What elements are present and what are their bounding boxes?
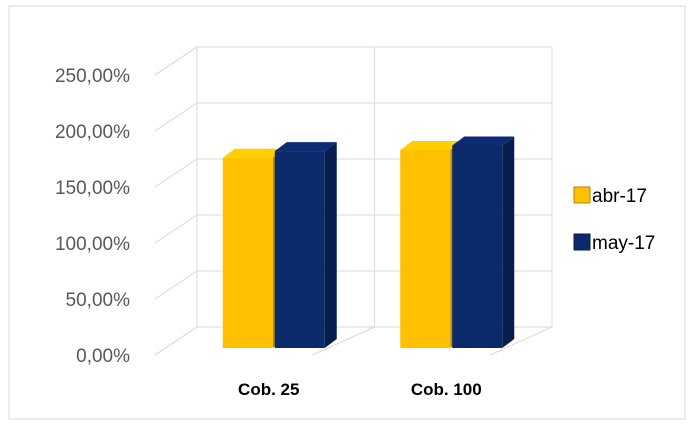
y-tick-label: 250,00% bbox=[55, 66, 130, 87]
x-tick-label: Cob. 25 bbox=[238, 380, 299, 399]
floor-divider bbox=[489, 326, 553, 356]
bar bbox=[400, 149, 451, 348]
legend-label: abr-17 bbox=[592, 186, 647, 207]
bar bbox=[274, 151, 325, 348]
gridline-side bbox=[154, 270, 198, 300]
bar-side bbox=[502, 136, 515, 348]
x-tick-label: Cob. 100 bbox=[411, 380, 482, 399]
y-axis-ticks: 0,00% 50,00% 100,00% 150,00% 200,00% 250,00% bbox=[55, 66, 130, 367]
bars bbox=[222, 136, 515, 348]
gridline-side bbox=[154, 326, 198, 356]
gridline-side bbox=[154, 46, 198, 76]
x-axis-labels: Cob. 25 Cob. 100 bbox=[238, 380, 482, 399]
floor-divider bbox=[312, 326, 375, 356]
y-tick-label: 200,00% bbox=[55, 122, 130, 143]
gridline-side bbox=[154, 102, 198, 132]
gridline-side bbox=[154, 158, 198, 188]
bar-top bbox=[274, 142, 337, 152]
bar-top bbox=[222, 148, 285, 158]
y-tick-label: 50,00% bbox=[66, 290, 131, 311]
y-tick-label: 100,00% bbox=[55, 234, 130, 255]
legend-label: may-17 bbox=[592, 233, 655, 254]
gridline-side bbox=[154, 214, 198, 244]
legend-swatch bbox=[573, 233, 591, 251]
legend-swatch bbox=[573, 186, 591, 204]
bar bbox=[222, 157, 273, 348]
chart-border bbox=[8, 5, 686, 420]
legend: abr-17 may-17 bbox=[573, 186, 655, 254]
bar-top bbox=[400, 140, 463, 150]
bar-side bbox=[324, 142, 337, 348]
y-tick-label: 0,00% bbox=[76, 346, 130, 367]
y-tick-label: 150,00% bbox=[55, 178, 130, 199]
bar bbox=[452, 145, 503, 348]
bar-top bbox=[452, 136, 515, 146]
